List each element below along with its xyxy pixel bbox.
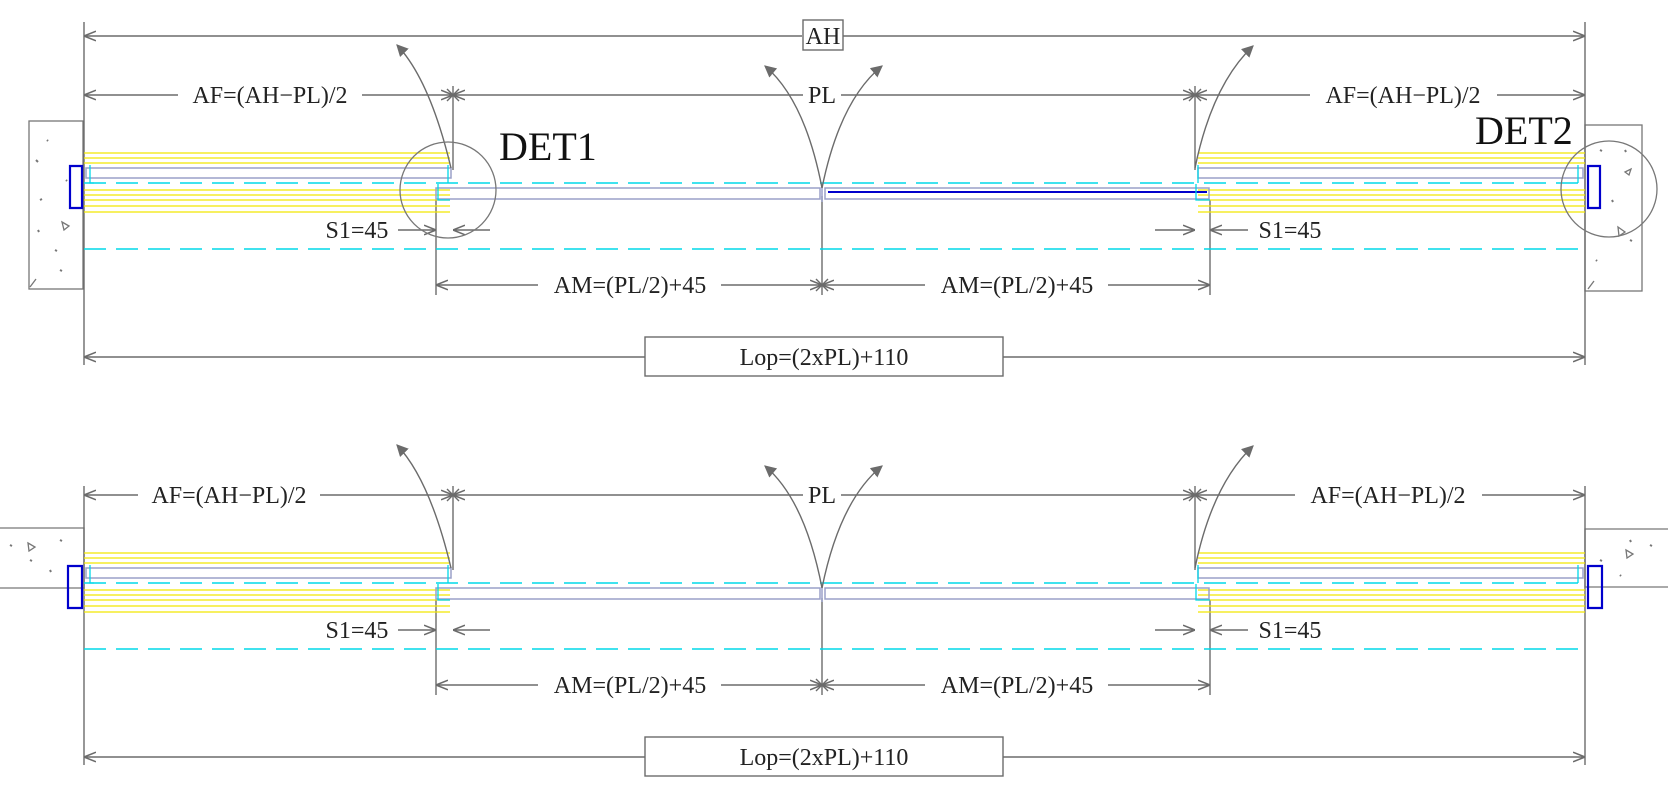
det2-circle bbox=[1560, 140, 1658, 238]
det1-label: DET1 bbox=[499, 124, 597, 169]
top-wall-left bbox=[28, 120, 84, 290]
bottom-labels: AF=(AH−PL)/2 PL AF=(AH−PL)/2 S1=45 S1=45… bbox=[151, 483, 1466, 777]
lop-box bbox=[644, 336, 1004, 377]
s1-label-left: S1=45 bbox=[326, 218, 389, 244]
lop-label-2: Lop=(2xPL)+110 bbox=[740, 745, 909, 771]
top-wall-right bbox=[1584, 124, 1643, 292]
af-label-left-2: AF=(AH−PL)/2 bbox=[151, 483, 306, 509]
lop-box-2 bbox=[644, 736, 1004, 777]
am-label-right: AM=(PL/2)+45 bbox=[941, 273, 1093, 299]
bottom-wall-right bbox=[1584, 528, 1668, 588]
top-door-assembly bbox=[68, 44, 1658, 250]
af-label-left: AF=(AH−PL)/2 bbox=[192, 83, 347, 109]
top-labels: AH AF=(AH−PL)/2 PL AF=(AH−PL)/2 DET1 DET… bbox=[192, 19, 1573, 377]
bottom-dimensions bbox=[83, 486, 1586, 765]
top-dimensions bbox=[83, 22, 1586, 365]
s1-label-left-2: S1=45 bbox=[326, 618, 389, 644]
af-label-right-2: AF=(AH−PL)/2 bbox=[1310, 483, 1465, 509]
am-label-left-2: AM=(PL/2)+45 bbox=[554, 673, 706, 699]
am-label-left: AM=(PL/2)+45 bbox=[554, 273, 706, 299]
bottom-door-assembly bbox=[66, 444, 1604, 650]
ah-box bbox=[802, 19, 844, 51]
af-label-right: AF=(AH−PL)/2 bbox=[1325, 83, 1480, 109]
det1-circle bbox=[399, 141, 497, 239]
bottom-wall-left bbox=[0, 527, 85, 589]
pl-label: PL bbox=[808, 83, 836, 109]
pl-label-2: PL bbox=[808, 483, 836, 509]
bottom-plan: AF=(AH−PL)/2 PL AF=(AH−PL)/2 S1=45 S1=45… bbox=[0, 444, 1668, 777]
lop-label: Lop=(2xPL)+110 bbox=[740, 345, 909, 371]
s1-label-right: S1=45 bbox=[1259, 218, 1322, 244]
det2-label: DET2 bbox=[1475, 108, 1573, 153]
am-label-right-2: AM=(PL/2)+45 bbox=[941, 673, 1093, 699]
top-plan: AH AF=(AH−PL)/2 PL AF=(AH−PL)/2 DET1 DET… bbox=[28, 19, 1658, 377]
ah-label: AH bbox=[806, 24, 841, 50]
s1-label-right-2: S1=45 bbox=[1259, 618, 1322, 644]
